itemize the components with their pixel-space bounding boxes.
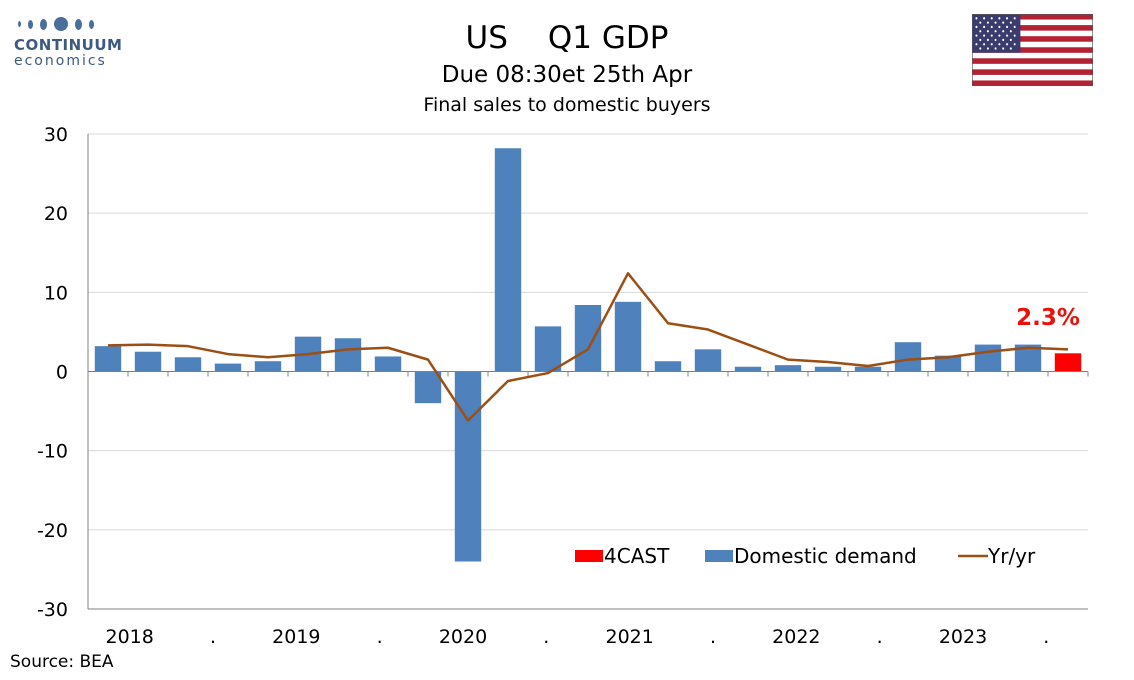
logo-subname: economics	[14, 53, 107, 69]
chart-subtitle: Due 08:30et 25th Apr	[441, 62, 693, 88]
logo-name: CONTINUUM	[14, 36, 123, 54]
demand-bar	[854, 366, 882, 372]
demand-bar	[614, 301, 642, 372]
legend-label-4cast: 4CAST	[604, 544, 670, 568]
legend-label-yryr: Yr/yr	[987, 544, 1036, 568]
logo-dots-icon	[18, 14, 134, 34]
demand-bar	[734, 366, 762, 372]
x-tick-label: 2022	[772, 626, 820, 648]
demand-bar	[374, 356, 402, 372]
demand-bar	[774, 365, 802, 372]
y-tick-label: -30	[37, 599, 68, 621]
x-tick-label: .	[210, 626, 216, 648]
x-tick-label: 2019	[272, 626, 320, 648]
title-indicator: Q1 GDP	[547, 20, 669, 56]
company-logo: CONTINUUM economics	[14, 14, 134, 76]
demand-bar	[934, 355, 962, 372]
demand-bar	[814, 366, 842, 372]
legend-label-demand: Domestic demand	[734, 544, 917, 568]
demand-bar	[654, 361, 682, 372]
x-tick-label: 2021	[605, 626, 653, 648]
yr-yr-line	[107, 272, 1069, 422]
demand-bar	[214, 363, 242, 372]
x-tick-label: .	[377, 626, 383, 648]
chart-subtitle-series: Final sales to domestic buyers	[423, 94, 711, 116]
forecast-bar	[1054, 353, 1082, 372]
title-country: US	[465, 20, 508, 56]
demand-bar	[254, 361, 282, 372]
chart-title: US Q1 GDP	[0, 20, 1134, 56]
demand-bar	[134, 351, 162, 372]
x-tick-label: 2018	[105, 626, 153, 648]
demand-bar	[174, 357, 202, 372]
x-tick-label: .	[877, 626, 883, 648]
y-tick-label: -10	[37, 441, 68, 463]
x-tick-label: 2023	[939, 626, 987, 648]
demand-bar	[94, 346, 122, 372]
legend-swatch-4cast	[575, 550, 603, 562]
source-note: Source: BEA	[10, 652, 114, 672]
y-tick-label: 10	[44, 282, 68, 304]
demand-bar	[334, 338, 362, 372]
x-tick-label: .	[710, 626, 716, 648]
demand-bar	[694, 349, 722, 372]
x-tick-label: 2020	[439, 626, 487, 648]
legend-swatch-demand	[705, 550, 733, 562]
x-tick-label: .	[543, 626, 549, 648]
demand-bar	[974, 344, 1002, 372]
demand-bar	[494, 148, 522, 372]
y-tick-label: 30	[44, 124, 68, 146]
demand-bar	[414, 371, 442, 404]
us-flag-icon	[972, 14, 1093, 86]
y-tick-label: 0	[56, 362, 68, 384]
y-tick-label: -20	[37, 520, 68, 542]
legend: 4CAST Domestic demand Yr/yr	[575, 544, 1036, 568]
demand-bar	[534, 326, 562, 372]
x-tick-label: .	[1043, 626, 1049, 648]
demand-bar	[894, 342, 922, 372]
forecast-annotation: 2.3%	[1016, 305, 1080, 331]
y-tick-label: 20	[44, 203, 68, 225]
demand-bar	[454, 371, 482, 562]
demand-bar	[574, 305, 602, 372]
